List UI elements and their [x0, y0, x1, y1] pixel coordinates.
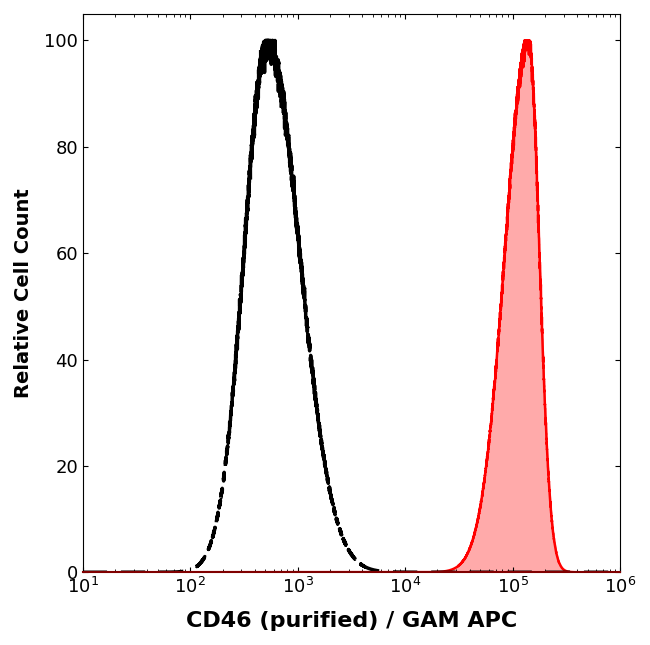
Y-axis label: Relative Cell Count: Relative Cell Count [14, 188, 33, 398]
X-axis label: CD46 (purified) / GAM APC: CD46 (purified) / GAM APC [186, 611, 517, 631]
